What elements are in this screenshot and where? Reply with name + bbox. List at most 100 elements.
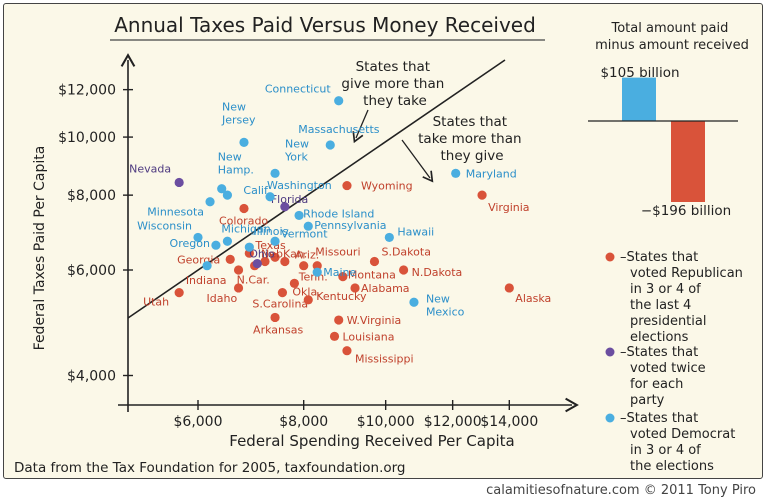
y-tick-label: $4,000 [67, 369, 116, 385]
label-indiana: Indiana [186, 274, 227, 287]
label-new-jersey: New Jersey [221, 100, 256, 126]
annotation-below-text: States that take more than they give [418, 114, 526, 164]
label-pennsylvania: Pennsylvania [314, 219, 386, 232]
point-wyoming [342, 180, 352, 191]
label-minnesota: Minnesota [147, 206, 204, 219]
inset-negative-bar [671, 121, 705, 202]
point-colorado [239, 203, 249, 214]
label-massachusetts: Massachusetts [298, 123, 380, 136]
label-georgia: Georgia [177, 253, 220, 266]
x-tick-label: $10,000 [357, 414, 415, 430]
legend-democrat-swatch [605, 413, 615, 423]
point-illinois [244, 242, 254, 252]
point-alabama [350, 283, 360, 293]
label-mississippi: Mississippi [355, 353, 414, 366]
x-axis-label: Federal Spending Received Per Capita [229, 432, 514, 450]
label-ariz: Ariz. [295, 248, 319, 261]
label-new-mexico: New Mexico [426, 292, 465, 318]
label-hawaii: Hawaii [397, 225, 434, 238]
point-rhode-island [294, 210, 304, 221]
point-s-carolina [277, 288, 288, 298]
label-okla: Okla. [292, 285, 320, 298]
legend: –States that voted Republican in 3 or 4 … [605, 250, 747, 474]
annotation-above-arrow [352, 109, 369, 144]
credit-text: calamitiesofnature.com © 2011 Tony Piro [486, 483, 756, 498]
y-axis-label: Federal Taxes Paid Per Capita [32, 146, 48, 351]
label-s-carolina: S.Carolina [252, 298, 308, 311]
label-washington: Washington [267, 179, 332, 192]
label-alabama: Alabama [361, 282, 410, 295]
point-connecticut [334, 96, 344, 106]
annotation-below-arrow [401, 139, 434, 183]
point-alaska [504, 283, 514, 293]
point-washington [265, 192, 275, 202]
label-new-york: New York [284, 137, 309, 163]
label-arkansas: Arkansas [253, 323, 303, 336]
point-virginia [477, 190, 487, 200]
inset-negative-label: −$196 billion [641, 203, 731, 219]
inset-chart: Total amount paid minus amount received … [588, 21, 749, 219]
point-hawaii [384, 232, 394, 243]
label-calif: Calif. [243, 184, 270, 197]
x-tick-label: $6,000 [174, 414, 223, 430]
label-louisiana: Louisiana [343, 330, 395, 343]
point-utah [174, 288, 184, 298]
x-tick-label: $8,000 [279, 414, 328, 430]
source-note: Data from the Tax Foundation for 2005, t… [14, 460, 406, 476]
label-new-hamp: New Hamp. [218, 151, 254, 177]
label-florida: Florida [271, 193, 308, 206]
label-virginia: Virginia [488, 201, 529, 214]
label-s-dakota: S.Dakota [381, 245, 430, 258]
label-connecticut: Connecticut [265, 83, 332, 96]
point-missouri [312, 261, 322, 271]
point-ariz [280, 256, 290, 267]
label-missouri: Missouri [315, 246, 360, 259]
point-maine [312, 267, 322, 277]
point-new-jersey [239, 137, 249, 147]
point-indiana [233, 265, 244, 275]
point-arkansas [270, 312, 280, 323]
point-tenn [299, 261, 309, 271]
point-michigan [222, 236, 233, 246]
legend-republican-label: –States that voted Republican in 3 or 4 … [620, 250, 747, 345]
label-illinois: Illinois [253, 225, 288, 238]
label-colorado: Colorado [219, 214, 268, 227]
y-tick-label: $12,000 [58, 83, 116, 99]
point-new-york [270, 168, 280, 178]
point-kentucky [303, 295, 313, 305]
inset-positive-bar [622, 77, 656, 121]
legend-swing-label: –States that voted twice for each party [620, 345, 710, 408]
point-okla [289, 278, 299, 288]
point-vermont [270, 236, 280, 246]
chart-title: Annual Taxes Paid Versus Money Received [114, 13, 536, 37]
break-even-line [127, 59, 506, 319]
label-oregon: Oregon [170, 237, 210, 250]
point-neb [260, 256, 270, 267]
inset-title: Total amount paid minus amount received [595, 21, 749, 53]
x-tick-label: $12,000 [424, 414, 482, 430]
legend-republican-swatch [605, 252, 615, 262]
point-georgia [225, 254, 235, 264]
x-tick-label: $14,000 [480, 414, 538, 430]
point-florida [280, 202, 290, 212]
annotation-above-text: States that give more than they take [341, 59, 448, 109]
axis-ticks: $6,000 $8,000 $10,000 $12,000$14,000$4,000$… [58, 83, 538, 430]
y-tick-label: $10,000 [58, 130, 116, 146]
label-utah: Utah [143, 296, 169, 309]
annotation-below: States that take more than they give [401, 114, 526, 183]
point-idaho [233, 283, 244, 293]
y-tick-label: $8,000 [67, 188, 116, 204]
point-new-mexico [409, 297, 419, 307]
point-ohio [252, 258, 262, 269]
label-nevada: Nevada [129, 162, 171, 175]
point-louisiana [329, 331, 340, 341]
label-neb: Neb. [261, 247, 286, 260]
point-oregon [211, 240, 221, 250]
point-s-dakota [369, 256, 380, 267]
point-n-dakota [399, 265, 409, 275]
label-kan: Kan. [283, 247, 307, 260]
label-wisconsin: Wisconsin [137, 219, 192, 232]
legend-swing-swatch [605, 347, 615, 357]
label-maine: Maine [323, 266, 356, 279]
